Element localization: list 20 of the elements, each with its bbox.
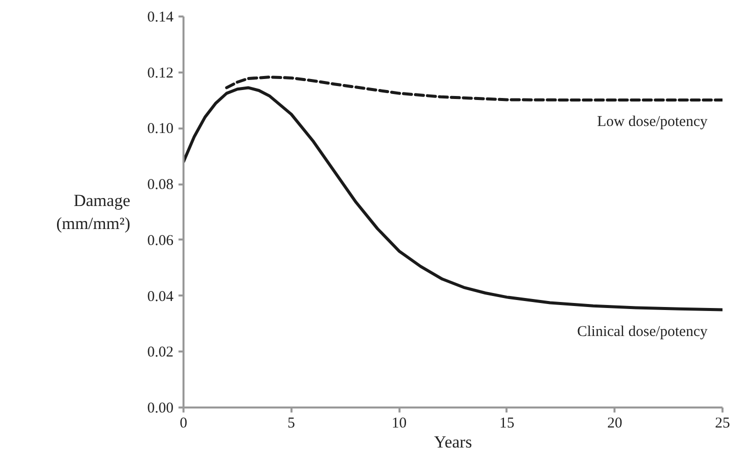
x-tick-label: 20 (607, 416, 622, 432)
y-tick-label: 0.14 (147, 10, 174, 26)
y-axis-title: Damage (mm/mm²) (56, 191, 130, 233)
line-series (225, 76, 722, 102)
x-axis-title: Years (434, 432, 472, 452)
x-tick-label: 10 (392, 416, 407, 432)
y-tick-label: 0.10 (147, 121, 174, 138)
y-tick-label: 0.00 (147, 400, 174, 416)
y-tick-label: 0.04 (147, 288, 174, 305)
series-label: Clinical dose/potency (577, 324, 708, 340)
series-label: Low dose/potency (597, 114, 708, 130)
x-tick-label: 15 (499, 416, 514, 432)
y-tick-label: 0.06 (147, 232, 174, 249)
x-tick-label: 5 (288, 416, 296, 432)
y-tick-label: 0.02 (147, 344, 174, 361)
x-tick-label: 25 (715, 416, 730, 432)
x-tick-label: 0 (180, 416, 188, 432)
y-tick-label: 0.08 (147, 177, 174, 194)
line-series (184, 86, 722, 312)
y-tick-label: 0.12 (147, 65, 174, 82)
